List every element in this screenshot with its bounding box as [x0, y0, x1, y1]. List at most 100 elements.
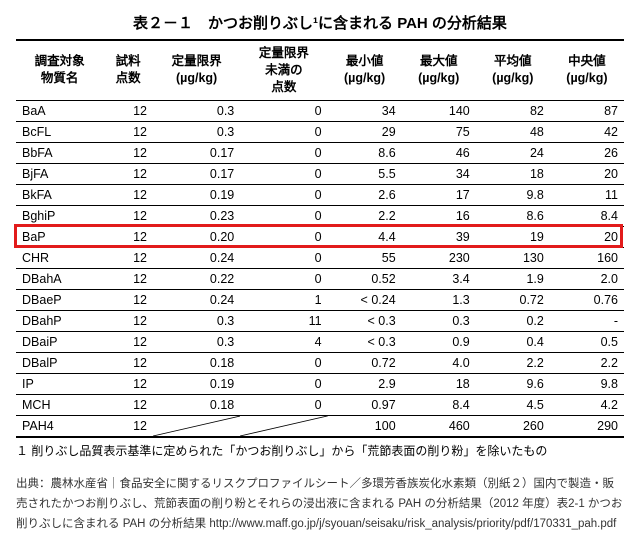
cell: < 0.3	[328, 331, 402, 352]
cell: 0.17	[153, 142, 240, 163]
cell: 8.6	[476, 205, 550, 226]
cell: DBahP	[16, 310, 103, 331]
table-row: BjFA120.1705.5341820	[16, 163, 624, 184]
cell: 100	[328, 415, 402, 437]
table-row: BghiP120.2302.2168.68.4	[16, 205, 624, 226]
table-row: BaA120.30341408287	[16, 100, 624, 121]
cell: BghiP	[16, 205, 103, 226]
cell: 0.19	[153, 373, 240, 394]
cell: 26	[550, 142, 624, 163]
cell: 0.3	[402, 310, 476, 331]
cell: DBaiP	[16, 331, 103, 352]
cell: 0.72	[476, 289, 550, 310]
cell: 1.3	[402, 289, 476, 310]
table-wrap: 調査対象物質名試料点数定量限界(µg/kg)定量限界未満の点数最小値(µg/kg…	[16, 39, 624, 438]
cell: 18	[476, 163, 550, 184]
cell: 46	[402, 142, 476, 163]
cell: BjFA	[16, 163, 103, 184]
cell: 0	[240, 394, 327, 415]
cell: 9.6	[476, 373, 550, 394]
cell: 0	[240, 142, 327, 163]
table-row: BaP120.2004.4391920	[16, 226, 624, 247]
cell: 0.3	[153, 121, 240, 142]
cell: 12	[103, 163, 153, 184]
cell: 12	[103, 205, 153, 226]
cell: DBaeP	[16, 289, 103, 310]
col-header-7: 中央値(µg/kg)	[550, 40, 624, 100]
cell: 17	[402, 184, 476, 205]
cell	[153, 415, 240, 437]
cell: 0	[240, 163, 327, 184]
cell: 29	[328, 121, 402, 142]
cell: 460	[402, 415, 476, 437]
cell: 0.22	[153, 268, 240, 289]
cell: 19	[476, 226, 550, 247]
cell: 0	[240, 247, 327, 268]
cell: 12	[103, 415, 153, 437]
cell: 34	[328, 100, 402, 121]
cell: 0.52	[328, 268, 402, 289]
cell: CHR	[16, 247, 103, 268]
cell: 0.3	[153, 100, 240, 121]
cell: 0	[240, 226, 327, 247]
cell: 34	[402, 163, 476, 184]
cell: BkFA	[16, 184, 103, 205]
cell: IP	[16, 373, 103, 394]
cell: 0.72	[328, 352, 402, 373]
cell: 2.2	[328, 205, 402, 226]
cell: 260	[476, 415, 550, 437]
col-header-4: 最小値(µg/kg)	[328, 40, 402, 100]
cell: 2.2	[476, 352, 550, 373]
table-row: DBahA120.2200.523.41.92.0	[16, 268, 624, 289]
cell: 4.0	[402, 352, 476, 373]
table-row: DBaeP120.241< 0.241.30.720.76	[16, 289, 624, 310]
cell: 5.5	[328, 163, 402, 184]
cell: 2.9	[328, 373, 402, 394]
cell: 12	[103, 184, 153, 205]
cell: 4.5	[476, 394, 550, 415]
col-header-2: 定量限界(µg/kg)	[153, 40, 240, 100]
cell: 0.97	[328, 394, 402, 415]
cell: 3.4	[402, 268, 476, 289]
table-row: CHR120.24055230130160	[16, 247, 624, 268]
pah-table: 調査対象物質名試料点数定量限界(µg/kg)定量限界未満の点数最小値(µg/kg…	[16, 39, 624, 438]
cell: 55	[328, 247, 402, 268]
cell: 12	[103, 247, 153, 268]
cell: DBahA	[16, 268, 103, 289]
col-header-5: 最大値(µg/kg)	[402, 40, 476, 100]
table-row: BkFA120.1902.6179.811	[16, 184, 624, 205]
cell: 130	[476, 247, 550, 268]
cell: 82	[476, 100, 550, 121]
cell: 12	[103, 121, 153, 142]
table-row: BcFL120.3029754842	[16, 121, 624, 142]
table-row: BbFA120.1708.6462426	[16, 142, 624, 163]
cell: < 0.3	[328, 310, 402, 331]
table-row: MCH120.1800.978.44.54.2	[16, 394, 624, 415]
cell: 12	[103, 352, 153, 373]
cell: 12	[103, 142, 153, 163]
cell: 0	[240, 268, 327, 289]
table-row: PAH412 100460260290	[16, 415, 624, 437]
cell: 0.3	[153, 310, 240, 331]
cell: 0	[240, 121, 327, 142]
cell: 0.23	[153, 205, 240, 226]
cell: 0.3	[153, 331, 240, 352]
cell: -	[550, 310, 624, 331]
col-header-0: 調査対象物質名	[16, 40, 103, 100]
cell: 2.6	[328, 184, 402, 205]
cell: 1.9	[476, 268, 550, 289]
cell: 20	[550, 226, 624, 247]
cell: 0.9	[402, 331, 476, 352]
cell: 0.19	[153, 184, 240, 205]
cell: 16	[402, 205, 476, 226]
cell: BbFA	[16, 142, 103, 163]
cell: 0.76	[550, 289, 624, 310]
table-row: IP120.1902.9189.69.8	[16, 373, 624, 394]
cell: DBalP	[16, 352, 103, 373]
cell: 4.2	[550, 394, 624, 415]
cell: 140	[402, 100, 476, 121]
table-title: 表２－１ かつお削りぶし¹に含まれる PAH の分析結果	[16, 12, 624, 33]
cell: 0.24	[153, 247, 240, 268]
cell: 0.24	[153, 289, 240, 310]
table-body: BaA120.30341408287BcFL120.3029754842BbFA…	[16, 100, 624, 437]
